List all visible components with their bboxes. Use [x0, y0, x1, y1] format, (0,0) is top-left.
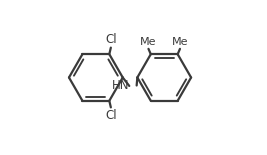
- Text: Me: Me: [140, 37, 157, 47]
- Text: Me: Me: [172, 37, 188, 47]
- Text: Cl: Cl: [105, 33, 117, 46]
- Text: Cl: Cl: [105, 109, 117, 122]
- Text: HN: HN: [112, 80, 129, 92]
